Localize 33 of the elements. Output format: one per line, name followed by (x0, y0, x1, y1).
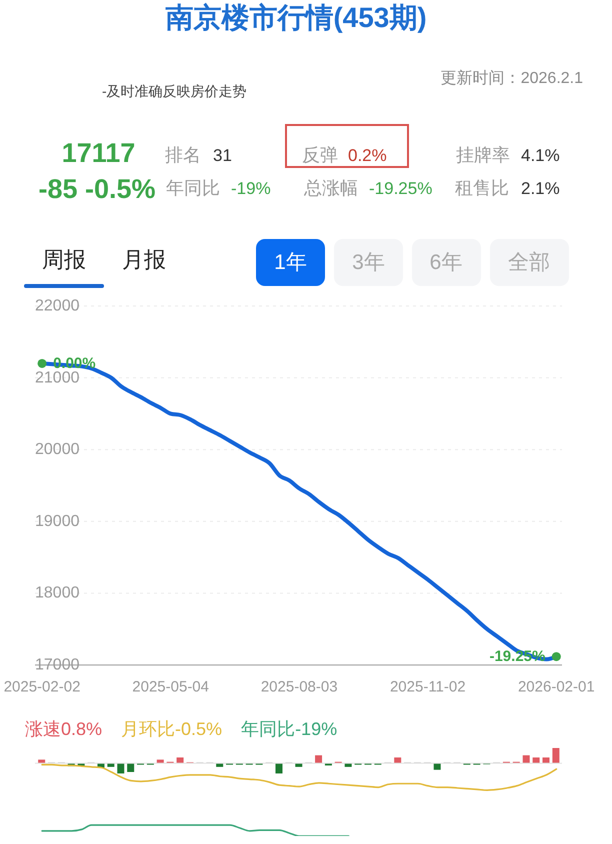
chart-title: 南京楼市行情(453期) (165, 0, 427, 34)
text: -及时准确反映房价走势 (102, 82, 247, 100)
x-tick-label: 2025-08-03 (260, 678, 338, 696)
y-tick-label: 22000 (35, 298, 80, 314)
y-tick-label: 19000 (35, 512, 80, 530)
text: -85 -0.5% (38, 172, 156, 206)
text: -19.25% (369, 178, 432, 200)
text: 31 (213, 146, 232, 166)
text: 租售比 (455, 178, 509, 200)
x-tick-label: 2025-05-04 (132, 678, 210, 696)
text: 2.1% (521, 178, 560, 200)
text: 0.2% (348, 146, 387, 166)
text: 年同比 (166, 178, 220, 200)
tab-button: 6年 (412, 238, 480, 286)
tab-button: 全部 (490, 238, 569, 286)
y-tick-label: 21000 (35, 369, 80, 386)
x-tick-label: 2025-11-02 (390, 678, 466, 696)
x-tick-label: 2025-02-02 (4, 678, 80, 696)
text: 周报 (42, 246, 86, 274)
text: -19% (231, 178, 271, 200)
text: 更新时间：2026.2.1 (440, 69, 583, 89)
y-tick-label: 20000 (35, 441, 80, 458)
text: 排名 (165, 145, 201, 167)
tab-button: 3年 (334, 238, 403, 286)
text: 月报 (122, 246, 166, 274)
tab-button: 1年 (256, 238, 325, 286)
text: 反弹 (302, 145, 338, 167)
text: 挂牌率 (456, 145, 510, 167)
text: 4.1% (521, 146, 560, 166)
text: 总涨幅 (304, 178, 358, 200)
y-tick-label: 18000 (35, 584, 80, 602)
x-tick-label: 2026-02-01 (518, 678, 595, 696)
text: 17117 (62, 136, 136, 170)
